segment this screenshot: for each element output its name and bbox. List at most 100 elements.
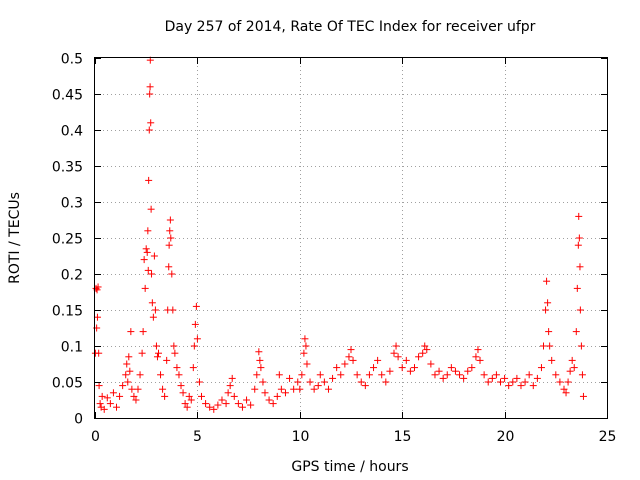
data-point <box>109 389 117 397</box>
data-point <box>316 371 324 379</box>
data-point <box>513 374 521 382</box>
data-point <box>365 371 373 379</box>
data-point <box>560 385 568 393</box>
data-point <box>337 371 345 379</box>
data-point <box>255 348 263 356</box>
data-point <box>298 371 306 379</box>
data-point <box>302 342 310 350</box>
x-axis-ticks: 0 5 10 15 20 25 <box>91 58 616 445</box>
data-point <box>128 385 136 393</box>
data-point <box>190 342 198 350</box>
y-tick-label: 0.5 <box>61 52 83 68</box>
data-point <box>103 394 111 402</box>
data-point <box>98 392 106 400</box>
y-axis-label: ROTI / TECUs <box>7 192 23 284</box>
data-point <box>382 378 390 386</box>
data-point <box>143 248 151 256</box>
data-point <box>153 353 161 361</box>
data-point <box>509 378 517 386</box>
y-tick-label: 0.2 <box>61 268 83 284</box>
y-tick-label: 0.35 <box>52 160 83 176</box>
data-point <box>161 392 169 400</box>
data-point <box>100 405 108 413</box>
data-point <box>144 227 152 235</box>
data-point <box>421 342 429 350</box>
data-point <box>415 353 423 361</box>
data-point <box>226 382 234 390</box>
data-point <box>406 367 414 375</box>
data-point <box>146 83 154 91</box>
data-point <box>410 364 418 372</box>
data-point <box>224 389 232 397</box>
data-point <box>222 400 230 408</box>
data-point <box>192 302 200 310</box>
data-point <box>546 342 554 350</box>
data-point <box>134 385 142 393</box>
data-point <box>537 364 545 372</box>
chart-title: Day 257 of 2014, Rate Of TEC Index for r… <box>165 19 536 35</box>
data-point <box>542 306 550 314</box>
plot-frame <box>94 57 608 419</box>
x-tick-label: 5 <box>193 429 202 445</box>
data-point <box>378 371 386 379</box>
data-point <box>166 216 174 224</box>
data-point <box>347 346 355 354</box>
data-point <box>314 382 322 390</box>
data-point <box>151 306 159 314</box>
x-axis-label: GPS time / hours <box>291 459 408 475</box>
data-point <box>163 356 171 364</box>
data-point <box>576 263 584 271</box>
data-point <box>451 367 459 375</box>
data-point <box>357 378 365 386</box>
data-point <box>228 374 236 382</box>
data-point <box>277 385 285 393</box>
data-point <box>253 371 261 379</box>
data-point <box>106 400 114 408</box>
data-point <box>206 403 214 411</box>
data-point <box>564 378 572 386</box>
data-point <box>136 371 144 379</box>
data-point <box>148 299 156 307</box>
data-point <box>173 364 181 372</box>
data-point <box>443 371 451 379</box>
data-point <box>261 389 269 397</box>
data-points <box>91 56 587 413</box>
data-point <box>243 396 251 404</box>
data-point <box>141 284 149 292</box>
data-point <box>294 378 302 386</box>
data-point <box>548 356 556 364</box>
y-axis-ticks: 0 0.05 0.1 0.15 0.2 0.25 0.3 0.35 0.4 0.45 0.5 <box>52 52 607 428</box>
data-point <box>529 382 537 390</box>
data-point <box>145 176 153 184</box>
data-point <box>575 234 583 242</box>
data-point <box>152 342 160 350</box>
data-point <box>476 356 484 364</box>
data-point <box>492 371 500 379</box>
data-point <box>113 403 121 411</box>
data-point <box>517 382 525 390</box>
data-point <box>142 245 150 253</box>
data-point <box>191 320 199 328</box>
data-point <box>273 392 281 400</box>
data-point <box>286 374 294 382</box>
data-point <box>568 356 576 364</box>
data-point <box>329 374 337 382</box>
y-tick-label: 0.3 <box>61 196 83 212</box>
data-point <box>505 382 513 390</box>
data-point <box>497 378 505 386</box>
data-point <box>423 346 431 354</box>
data-point <box>265 396 273 404</box>
data-point <box>269 400 277 408</box>
data-point <box>543 277 551 285</box>
data-point <box>124 378 132 386</box>
data-point <box>197 392 205 400</box>
data-point <box>167 234 175 242</box>
data-point <box>333 364 341 372</box>
data-point <box>474 346 482 354</box>
data-point <box>251 385 259 393</box>
data-point <box>574 241 582 249</box>
data-point <box>171 349 179 357</box>
data-point <box>218 396 226 404</box>
